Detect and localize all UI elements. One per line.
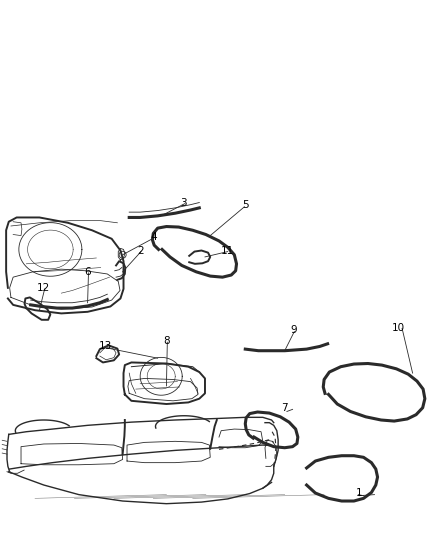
Text: 4: 4 [150,232,157,242]
Text: 5: 5 [242,200,249,210]
Text: 7: 7 [281,403,288,413]
Text: 9: 9 [290,326,297,335]
Text: 1: 1 [356,488,363,498]
Text: 13: 13 [99,342,112,351]
Text: 12: 12 [37,283,50,293]
Text: 3: 3 [180,198,187,207]
Text: 10: 10 [392,323,405,333]
Text: 11: 11 [221,246,234,255]
Text: 6: 6 [84,267,91,277]
Text: 8: 8 [163,336,170,346]
Text: 2: 2 [137,246,144,255]
